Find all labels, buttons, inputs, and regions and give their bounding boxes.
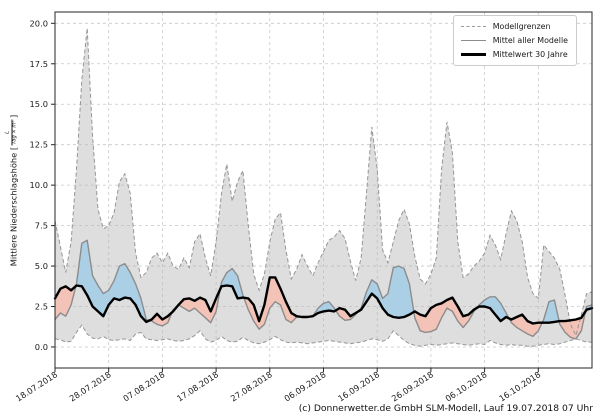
x-tick-label: 28.07.2018 — [67, 369, 112, 403]
y-axis-label: Mittlere Niederschlagshöhe [L Tag × m²] — [4, 91, 21, 291]
y-tick-label: 10.0 — [30, 180, 48, 190]
legend-label: Mittelwert 30 Jahre — [492, 50, 568, 59]
y-tick-label: 15.0 — [30, 99, 48, 109]
y-axis-label-suffix: ] — [8, 114, 18, 118]
y-tick-label: 17.5 — [30, 59, 48, 69]
y-tick-label: 20.0 — [30, 18, 48, 28]
dashed-line-swatch — [460, 26, 486, 27]
y-axis-unit-fraction: L Tag × m² — [4, 119, 19, 146]
y-tick-label: 5.0 — [35, 261, 48, 271]
above-normal-fill-segment — [476, 296, 509, 322]
x-tick-label: 26.09.2018 — [390, 369, 435, 403]
above-normal-fill — [76, 240, 592, 323]
x-tick-label: 27.08.2018 — [229, 369, 274, 403]
y-tick-label: 7.5 — [35, 221, 48, 231]
above-normal-fill-segment — [542, 300, 559, 323]
mean-30y-line — [53, 276, 594, 325]
below-normal-fill-segment — [509, 314, 543, 337]
y-tick-label: 0.0 — [35, 342, 48, 352]
upper-bound-line — [54, 28, 593, 338]
above-normal-fill-segment — [76, 240, 150, 322]
x-tick-label: 17.08.2018 — [175, 369, 220, 403]
below-normal-fill-segment — [244, 277, 302, 330]
above-normal-fill-segment — [358, 266, 414, 318]
black-line-swatch — [460, 53, 486, 56]
above-normal-fill-segment — [220, 268, 244, 299]
legend-box: Modellgrenzen Mittel aller Modelle Mitte… — [452, 15, 577, 66]
gray-line-swatch — [460, 40, 486, 41]
model-mean-line — [54, 239, 593, 340]
x-tick-label: 06.10.2018 — [443, 369, 488, 403]
y-tick-label: 12.5 — [30, 140, 48, 150]
x-tick-label: 16.10.2018 — [497, 369, 542, 403]
legend-item-modellgrenzen: Modellgrenzen — [460, 21, 568, 32]
unit-denominator: Tag × m² — [11, 119, 19, 146]
x-tick-label: 16.09.2018 — [336, 369, 381, 403]
legend-label: Mittel aller Modelle — [492, 36, 568, 45]
x-tick-label: 07.08.2018 — [121, 369, 166, 403]
legend-item-mittel-aller-modelle: Mittel aller Modelle — [460, 35, 568, 46]
copyright-caption: (c) Donnerwetter.de GmbH SLM-Modell, Lau… — [298, 403, 593, 414]
x-tick-label: 06.09.2018 — [282, 369, 327, 403]
below-normal-fill-segment — [178, 289, 221, 323]
legend-item-mittelwert-30-jahre: Mittelwert 30 Jahre — [460, 49, 568, 60]
model-range-area — [55, 28, 592, 347]
y-axis-label-prefix: Mittlere Niederschlagshöhe [ — [8, 146, 18, 267]
x-tick-label: 18.07.2018 — [14, 369, 59, 403]
lower-bound-line — [54, 324, 592, 347]
legend-label: Modellgrenzen — [492, 22, 551, 31]
y-tick-label: 2.5 — [35, 302, 48, 312]
below-normal-fill-segment — [55, 286, 76, 320]
